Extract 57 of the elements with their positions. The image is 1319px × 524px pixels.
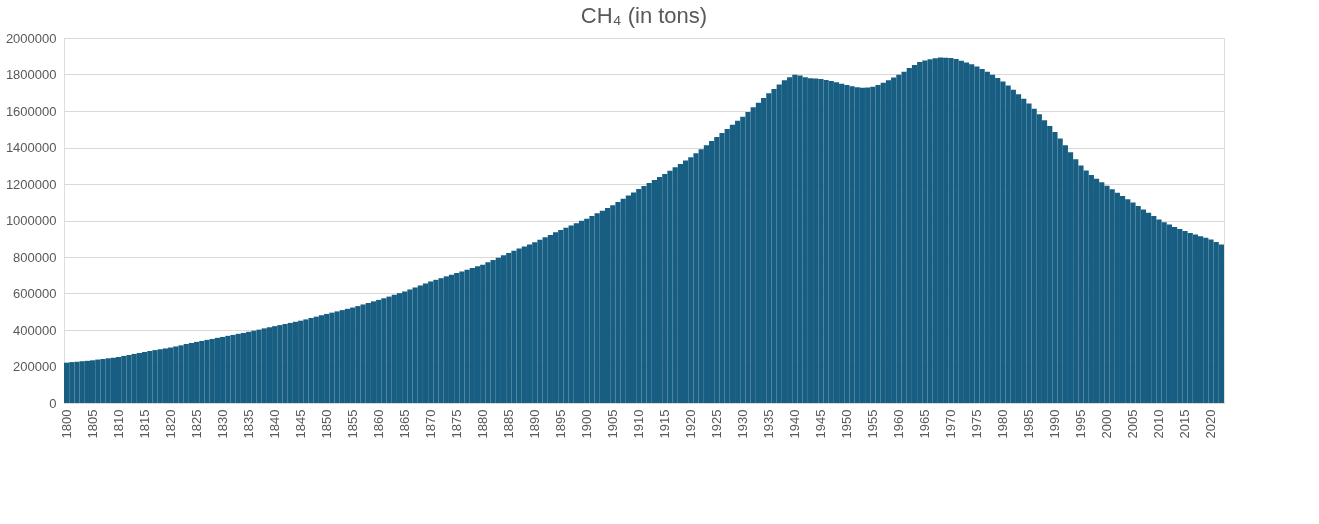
x-tick-label: 1840 — [266, 409, 282, 439]
x-tick-label: 1995 — [1072, 409, 1088, 439]
x-tick-label: 1985 — [1020, 409, 1036, 439]
x-tick-label: 1945 — [812, 409, 828, 439]
x-tick-label: 1805 — [84, 409, 100, 439]
x-tick-label: 1960 — [890, 409, 906, 439]
chart-title: CH₄ (in tons) — [580, 3, 708, 28]
x-tick-label: 1955 — [864, 409, 880, 439]
x-tick-label: 1845 — [292, 409, 308, 439]
x-tick-label: 1965 — [916, 409, 932, 439]
y-tick-label: 1000000 — [5, 213, 57, 228]
x-tick-label: 1800 — [58, 409, 74, 439]
x-tick-label: 1930 — [734, 409, 750, 439]
x-tick-label: 1935 — [760, 409, 776, 439]
x-tick-label: 2005 — [1124, 409, 1140, 439]
x-tick-label: 1865 — [396, 409, 412, 439]
x-tick-label: 1910 — [630, 409, 646, 439]
x-tick-label: 1885 — [500, 409, 516, 439]
x-tick-label: 1905 — [604, 409, 620, 439]
y-tick-label: 1400000 — [5, 140, 57, 155]
x-tick-label: 1855 — [344, 409, 360, 439]
x-tick-label: 1980 — [994, 409, 1010, 439]
x-tick-label: 1950 — [838, 409, 854, 439]
y-tick-label: 2000000 — [5, 30, 57, 46]
x-tick-label: 1870 — [422, 409, 438, 439]
x-tick-label: 2015 — [1176, 409, 1192, 439]
x-tick-label: 1875 — [448, 409, 464, 439]
x-tick-label: 1810 — [110, 409, 126, 439]
y-tick-label: 400000 — [13, 322, 57, 338]
y-tick-label: 1200000 — [5, 176, 57, 192]
x-tick-label: 1835 — [240, 409, 256, 439]
x-tick-label: 1975 — [968, 409, 984, 439]
x-tick-label: 1825 — [188, 409, 204, 439]
y-tick-label: 200000 — [13, 359, 57, 374]
x-tick-label: 1890 — [526, 409, 542, 439]
y-tick-label: 1800000 — [5, 67, 57, 82]
x-tick-label: 1990 — [1046, 409, 1062, 439]
y-tick-label: 800000 — [13, 249, 57, 265]
y-tick-label: 600000 — [13, 286, 57, 301]
x-tick-label: 2010 — [1150, 409, 1166, 439]
x-tick-label: 2000 — [1098, 409, 1114, 439]
x-tick-label: 1915 — [656, 409, 672, 439]
x-tick-label: 2020 — [1203, 409, 1218, 439]
y-tick-label: 0 — [49, 395, 57, 411]
x-tick-label: 1970 — [942, 409, 958, 439]
x-tick-label: 1940 — [786, 409, 802, 439]
y-tick-label: 1600000 — [5, 103, 57, 119]
x-tick-label: 1925 — [708, 409, 724, 439]
x-tick-label: 1860 — [370, 409, 386, 439]
x-tick-label: 1920 — [682, 409, 698, 439]
x-tick-label: 1820 — [162, 409, 178, 439]
x-tick-label: 1815 — [136, 409, 152, 439]
x-tick-label: 1830 — [214, 409, 230, 439]
x-tick-label: 1895 — [552, 409, 568, 439]
x-tick-label: 1880 — [474, 409, 490, 439]
x-tick-label: 1850 — [318, 409, 334, 439]
x-tick-label: 1900 — [578, 409, 594, 439]
